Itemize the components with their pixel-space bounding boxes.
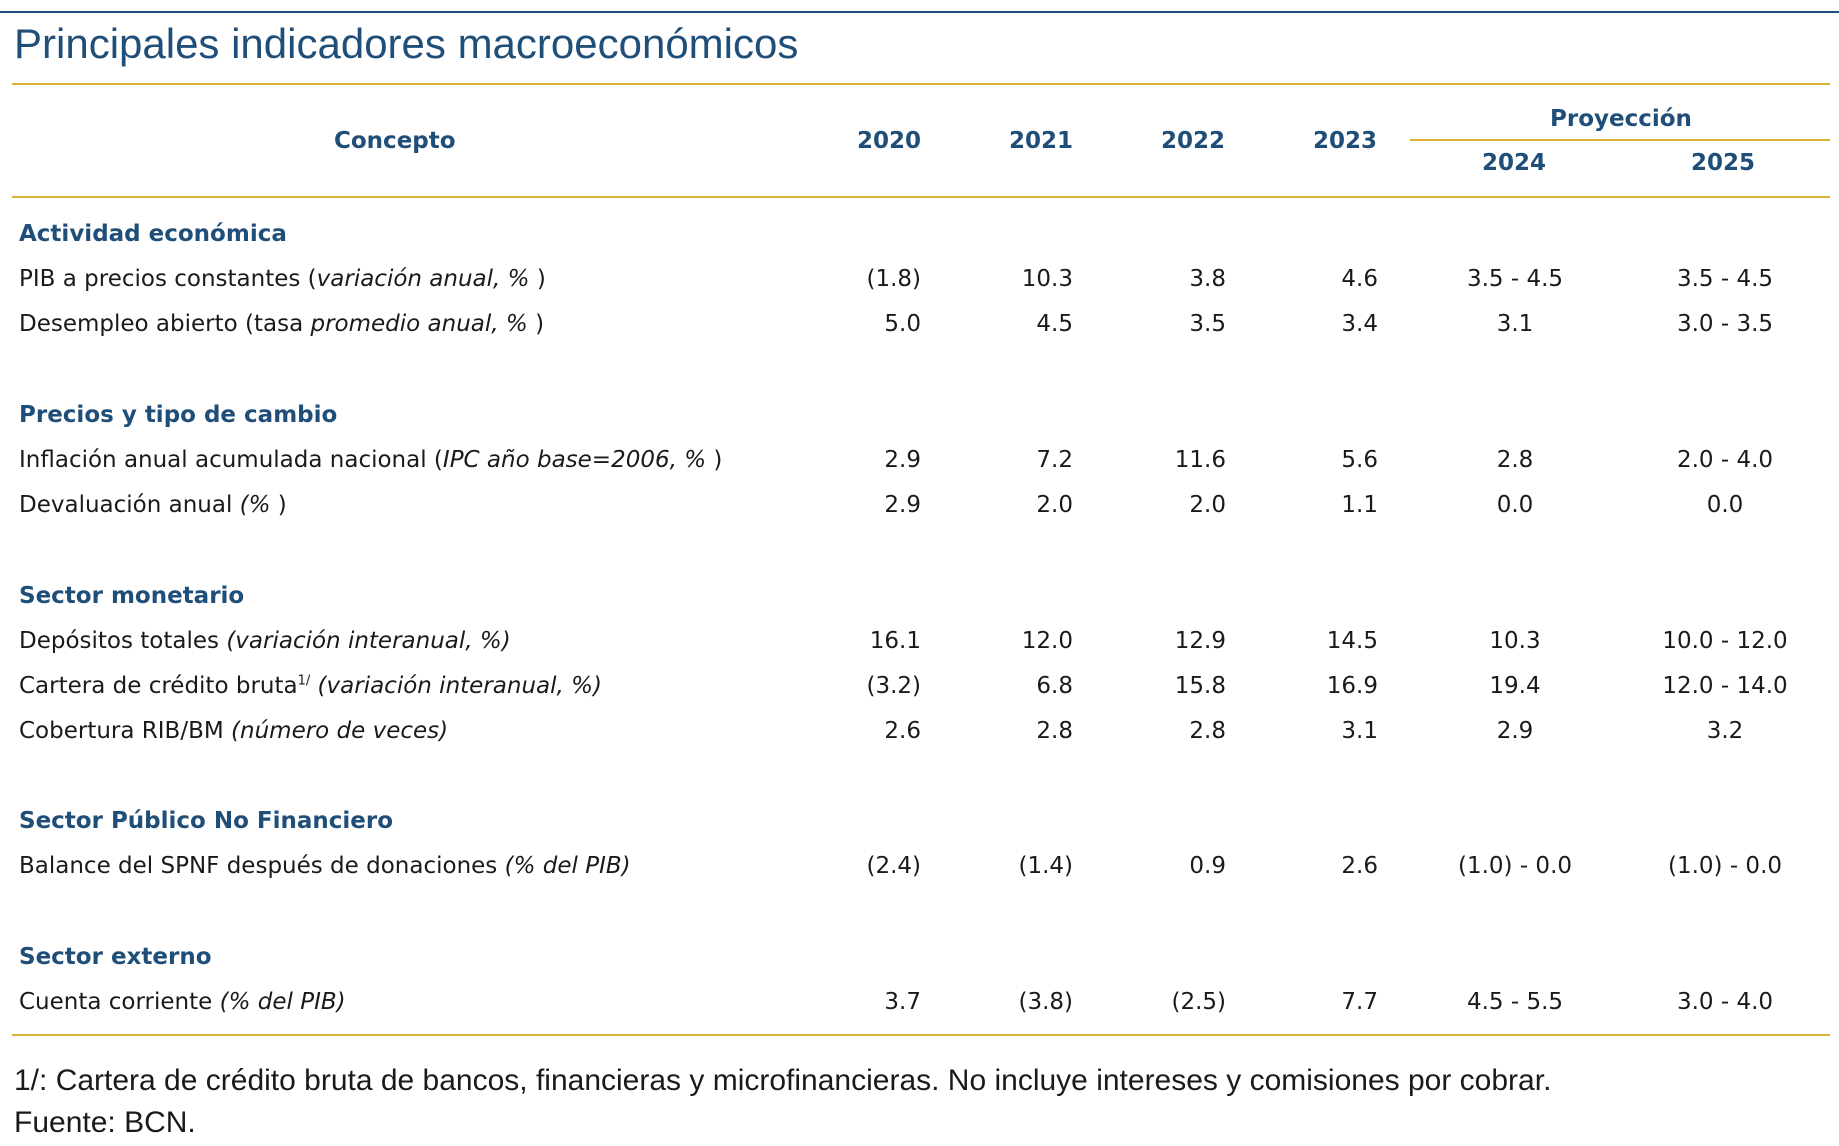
- page-title: Principales indicadores macroeconómicos: [14, 20, 799, 67]
- cell-2022: 3.5: [1189, 311, 1226, 337]
- header-concepto: Concepto: [334, 128, 456, 154]
- cell-2022: 2.8: [1189, 718, 1226, 744]
- cell-2024: (1.0) - 0.0: [1457, 853, 1573, 879]
- cell-2021: 2.8: [1036, 718, 1073, 744]
- cell-2025: 3.5 - 4.5: [1676, 266, 1774, 292]
- table-row-inflacion: Inflación anual acumulada nacional (IPC …: [0, 440, 1839, 480]
- table-row-cartera: Cartera de crédito bruta1/ (variación in…: [0, 666, 1839, 706]
- proyeccion-rule: [1410, 139, 1830, 141]
- row-label: Depósitos totales (variación interanual,…: [19, 628, 511, 654]
- cell-2023: 1.1: [1341, 492, 1378, 518]
- cell-2021: 10.3: [1021, 266, 1073, 292]
- cell-2023: 3.4: [1341, 311, 1378, 337]
- cell-2025: 10.0 - 12.0: [1662, 628, 1788, 654]
- header-year-2020: 2020: [857, 128, 922, 154]
- section-externo: Sector externo: [0, 937, 1839, 977]
- cell-2021: 7.2: [1036, 447, 1073, 473]
- cell-2025: 3.2: [1706, 718, 1744, 744]
- section-title: Sector monetario: [19, 583, 245, 609]
- cell-2020: 3.7: [884, 989, 921, 1015]
- cell-2022: 12.9: [1174, 628, 1226, 654]
- cell-2020: 16.1: [869, 628, 921, 654]
- cell-2022: 2.0: [1189, 492, 1226, 518]
- cell-2022: (2.5): [1171, 989, 1226, 1015]
- row-label: Cartera de crédito bruta1/ (variación in…: [19, 673, 602, 699]
- cell-2020: 5.0: [884, 311, 921, 337]
- table-row-pib: PIB a precios constantes (variación anua…: [0, 259, 1839, 299]
- section-title: Actividad económica: [19, 221, 287, 247]
- source-note: Fuente: BCN.: [14, 1106, 196, 1139]
- cell-2022: 3.8: [1189, 266, 1226, 292]
- cell-2024: 10.3: [1489, 628, 1541, 654]
- cell-2023: 5.6: [1341, 447, 1378, 473]
- cell-2023: 3.1: [1341, 718, 1378, 744]
- table-row-desempleo: Desempleo abierto (tasa promedio anual, …: [0, 304, 1839, 344]
- cell-2024: 19.4: [1489, 673, 1541, 699]
- header-year-2021: 2021: [1009, 128, 1074, 154]
- cell-2020: 2.9: [884, 492, 921, 518]
- cell-2022: 15.8: [1174, 673, 1226, 699]
- section-publico: Sector Público No Financiero: [0, 801, 1839, 841]
- cell-2020: (3.2): [866, 673, 921, 699]
- cell-2021: 6.8: [1036, 673, 1073, 699]
- section-title: Precios y tipo de cambio: [19, 402, 338, 428]
- footnote-marker: 1/: [297, 673, 311, 689]
- table-row-depositos: Depósitos totales (variación interanual,…: [0, 621, 1839, 661]
- cell-2024: 4.5 - 5.5: [1466, 989, 1564, 1015]
- section-monetario: Sector monetario: [0, 576, 1839, 616]
- cell-2025: 3.0 - 4.0: [1676, 989, 1774, 1015]
- section-title: Sector Público No Financiero: [19, 808, 394, 834]
- cell-2024: 3.1: [1496, 311, 1534, 337]
- cell-2021: (1.4): [1018, 853, 1073, 879]
- cell-2020: 2.6: [884, 718, 921, 744]
- cell-2025: 2.0 - 4.0: [1676, 447, 1774, 473]
- cell-2024: 3.5 - 4.5: [1466, 266, 1564, 292]
- header-year-2023: 2023: [1313, 128, 1378, 154]
- cell-2022: 11.6: [1174, 447, 1226, 473]
- header-top-rule: [12, 83, 1830, 85]
- row-label: Cuenta corriente (% del PIB): [19, 989, 346, 1015]
- cell-2025: 0.0: [1706, 492, 1744, 518]
- header-year-2025: 2025: [1691, 150, 1756, 176]
- row-label: Devaluación anual (% ): [19, 492, 287, 518]
- cell-2023: 14.5: [1326, 628, 1378, 654]
- section-precios: Precios y tipo de cambio: [0, 395, 1839, 435]
- header-year-2022: 2022: [1161, 128, 1226, 154]
- cell-2020: (2.4): [866, 853, 921, 879]
- header-bottom-rule: [12, 196, 1830, 198]
- section-title: Sector externo: [19, 944, 212, 970]
- cell-2025: 3.0 - 3.5: [1676, 311, 1774, 337]
- footnote-1: 1/: Cartera de crédito bruta de bancos, …: [14, 1064, 1552, 1097]
- row-label: Inflación anual acumulada nacional (IPC …: [19, 447, 723, 473]
- cell-2021: 2.0: [1036, 492, 1073, 518]
- cell-2021: 12.0: [1021, 628, 1073, 654]
- table-row-balance: Balance del SPNF después de donaciones (…: [0, 846, 1839, 886]
- cell-2022: 0.9: [1189, 853, 1226, 879]
- cell-2025: (1.0) - 0.0: [1667, 853, 1783, 879]
- cell-2023: 16.9: [1326, 673, 1378, 699]
- row-label: Desempleo abierto (tasa promedio anual, …: [19, 311, 545, 337]
- table-bottom-rule: [12, 1034, 1830, 1036]
- header-year-2024: 2024: [1482, 150, 1547, 176]
- cell-2023: 2.6: [1341, 853, 1378, 879]
- row-label: PIB a precios constantes (variación anua…: [19, 266, 546, 292]
- section-actividad: Actividad económica: [0, 214, 1839, 254]
- table-row-cuenta: Cuenta corriente (% del PIB) 3.7 (3.8) (…: [0, 982, 1839, 1022]
- cell-2020: (1.8): [866, 266, 921, 292]
- cell-2021: (3.8): [1018, 989, 1073, 1015]
- cell-2025: 12.0 - 14.0: [1662, 673, 1788, 699]
- row-label: Cobertura RIB/BM (número de veces): [19, 718, 449, 744]
- table-row-devaluacion: Devaluación anual (% ) 2.9 2.0 2.0 1.1 0…: [0, 485, 1839, 525]
- cell-2021: 4.5: [1036, 311, 1073, 337]
- cell-2024: 0.0: [1496, 492, 1534, 518]
- table-row-cobertura: Cobertura RIB/BM (número de veces) 2.6 2…: [0, 711, 1839, 751]
- cell-2024: 2.8: [1496, 447, 1534, 473]
- top-rule: [0, 11, 1839, 13]
- cell-2023: 7.7: [1341, 989, 1378, 1015]
- cell-2024: 2.9: [1496, 718, 1534, 744]
- header-proyeccion: Proyección: [1550, 106, 1692, 132]
- row-label: Balance del SPNF después de donaciones (…: [19, 853, 631, 879]
- cell-2023: 4.6: [1341, 266, 1378, 292]
- cell-2020: 2.9: [884, 447, 921, 473]
